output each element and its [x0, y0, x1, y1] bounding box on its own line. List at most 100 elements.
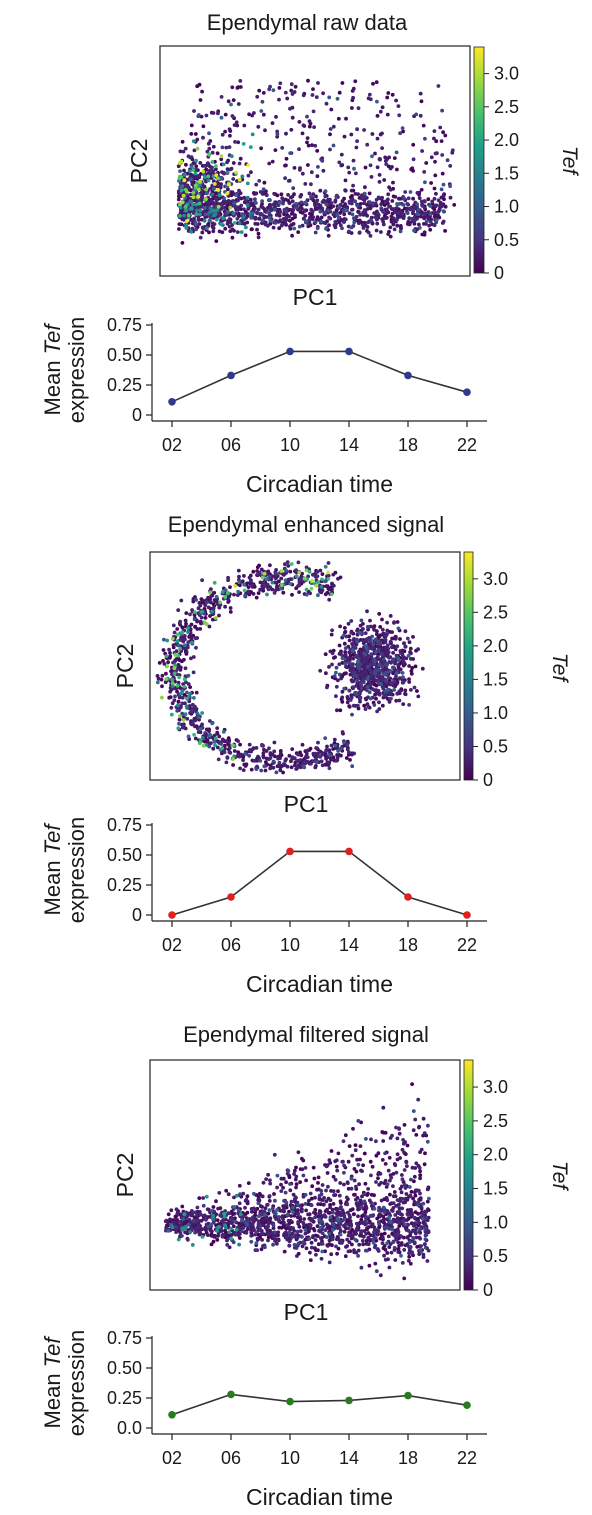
scatter-point	[208, 590, 213, 595]
scatter-point	[359, 1265, 364, 1270]
scatter-point	[200, 191, 205, 196]
scatter-point	[331, 1202, 336, 1206]
scatter-point	[341, 1139, 346, 1144]
scatter-point	[344, 1195, 349, 1200]
scatter-point	[188, 155, 193, 160]
scatter-point	[194, 158, 199, 163]
scatter-point	[288, 569, 293, 574]
scatter-point	[184, 611, 189, 615]
scatter-point	[294, 205, 299, 210]
scatter-point	[302, 765, 306, 769]
scatter-point	[331, 755, 336, 760]
scatter-point	[287, 753, 292, 758]
scatter-point	[363, 652, 368, 657]
scatter-point	[329, 743, 334, 748]
scatter-point	[370, 154, 374, 159]
scatter-point	[302, 760, 307, 765]
scatter-point	[354, 145, 359, 150]
scatter-point	[184, 189, 189, 194]
scatter-point	[191, 139, 196, 144]
data-point	[404, 371, 412, 380]
scatter-point	[366, 655, 371, 659]
scatter-point	[376, 1247, 380, 1252]
scatter-point	[368, 234, 373, 238]
scatter-point	[261, 755, 266, 760]
scatter-point	[395, 1198, 400, 1202]
scatter-point	[441, 182, 446, 187]
scatter-point	[404, 1192, 409, 1196]
scatter-point	[338, 223, 343, 228]
scatter-point	[391, 1240, 396, 1245]
scatter-point	[351, 95, 355, 100]
scatter-panel-enhanced: Ependymal enhanced signal PC2 PC1 00.51.…	[112, 512, 571, 817]
scatter-point	[286, 193, 290, 197]
scatter-point	[355, 678, 360, 683]
scatter-point	[388, 234, 393, 239]
scatter-point	[424, 161, 429, 165]
scatter-point	[243, 752, 248, 756]
scatter-point	[368, 203, 372, 208]
scatter-point	[284, 156, 289, 161]
colorbar	[473, 46, 485, 274]
scatter-point	[201, 1203, 206, 1208]
scatter-point	[320, 577, 324, 582]
scatter-point	[283, 562, 287, 567]
scatter-point	[373, 659, 377, 664]
scatter-point	[371, 642, 375, 647]
scatter-point	[386, 687, 390, 692]
scatter-point	[421, 1255, 426, 1259]
scatter-point	[190, 640, 194, 645]
x-tick-label: 22	[457, 435, 477, 455]
scatter-point	[297, 570, 302, 575]
scatter-point	[280, 222, 285, 227]
scatter-point	[360, 1169, 364, 1173]
scatter-point	[223, 226, 228, 231]
scatter-point	[215, 151, 220, 156]
scatter-point	[237, 1183, 242, 1188]
scatter-point	[173, 694, 177, 699]
scatter-point	[401, 1200, 406, 1205]
scatter-point	[176, 608, 181, 612]
data-point	[404, 893, 412, 901]
scatter-point	[340, 1159, 345, 1164]
scatter-point	[405, 1143, 410, 1148]
scatter-point	[283, 758, 288, 763]
scatter-point	[256, 235, 261, 240]
scatter-point	[385, 1198, 390, 1203]
scatter-point	[191, 195, 196, 200]
scatter-point	[378, 109, 383, 114]
scatter-point	[203, 205, 207, 210]
scatter-point	[267, 215, 272, 220]
scatter-point	[292, 1172, 296, 1176]
scatter-point	[200, 230, 205, 235]
scatter-point	[228, 205, 233, 210]
scatter-point	[341, 633, 346, 638]
scatter-point	[175, 683, 180, 688]
scatter-point	[452, 203, 457, 207]
scatter-point	[290, 199, 295, 204]
scatter-point	[284, 210, 289, 215]
scatter-point	[297, 120, 302, 124]
scatter-point	[391, 207, 395, 212]
scatter-point	[336, 749, 340, 753]
scatter-point	[232, 221, 237, 225]
scatter-point	[324, 1222, 329, 1227]
scatter-point	[378, 1273, 383, 1278]
y-tick-label: 0.25	[107, 875, 142, 895]
scatter-point	[368, 668, 373, 673]
scatter-point	[423, 1242, 427, 1246]
scatter-point	[428, 219, 433, 224]
scatter-point	[410, 1165, 415, 1170]
scatter-point	[193, 183, 198, 188]
scatter-point	[283, 221, 288, 226]
scatter-point	[299, 200, 304, 205]
scatter-point	[424, 219, 429, 224]
scatter-point	[408, 207, 413, 212]
scatter-point	[352, 751, 356, 756]
scatter-point	[410, 1082, 414, 1086]
scatter-point	[157, 661, 162, 665]
scatter-point	[225, 1243, 230, 1247]
scatter-point	[343, 217, 348, 222]
scatter-point	[200, 722, 205, 727]
scatter-point	[391, 651, 395, 655]
